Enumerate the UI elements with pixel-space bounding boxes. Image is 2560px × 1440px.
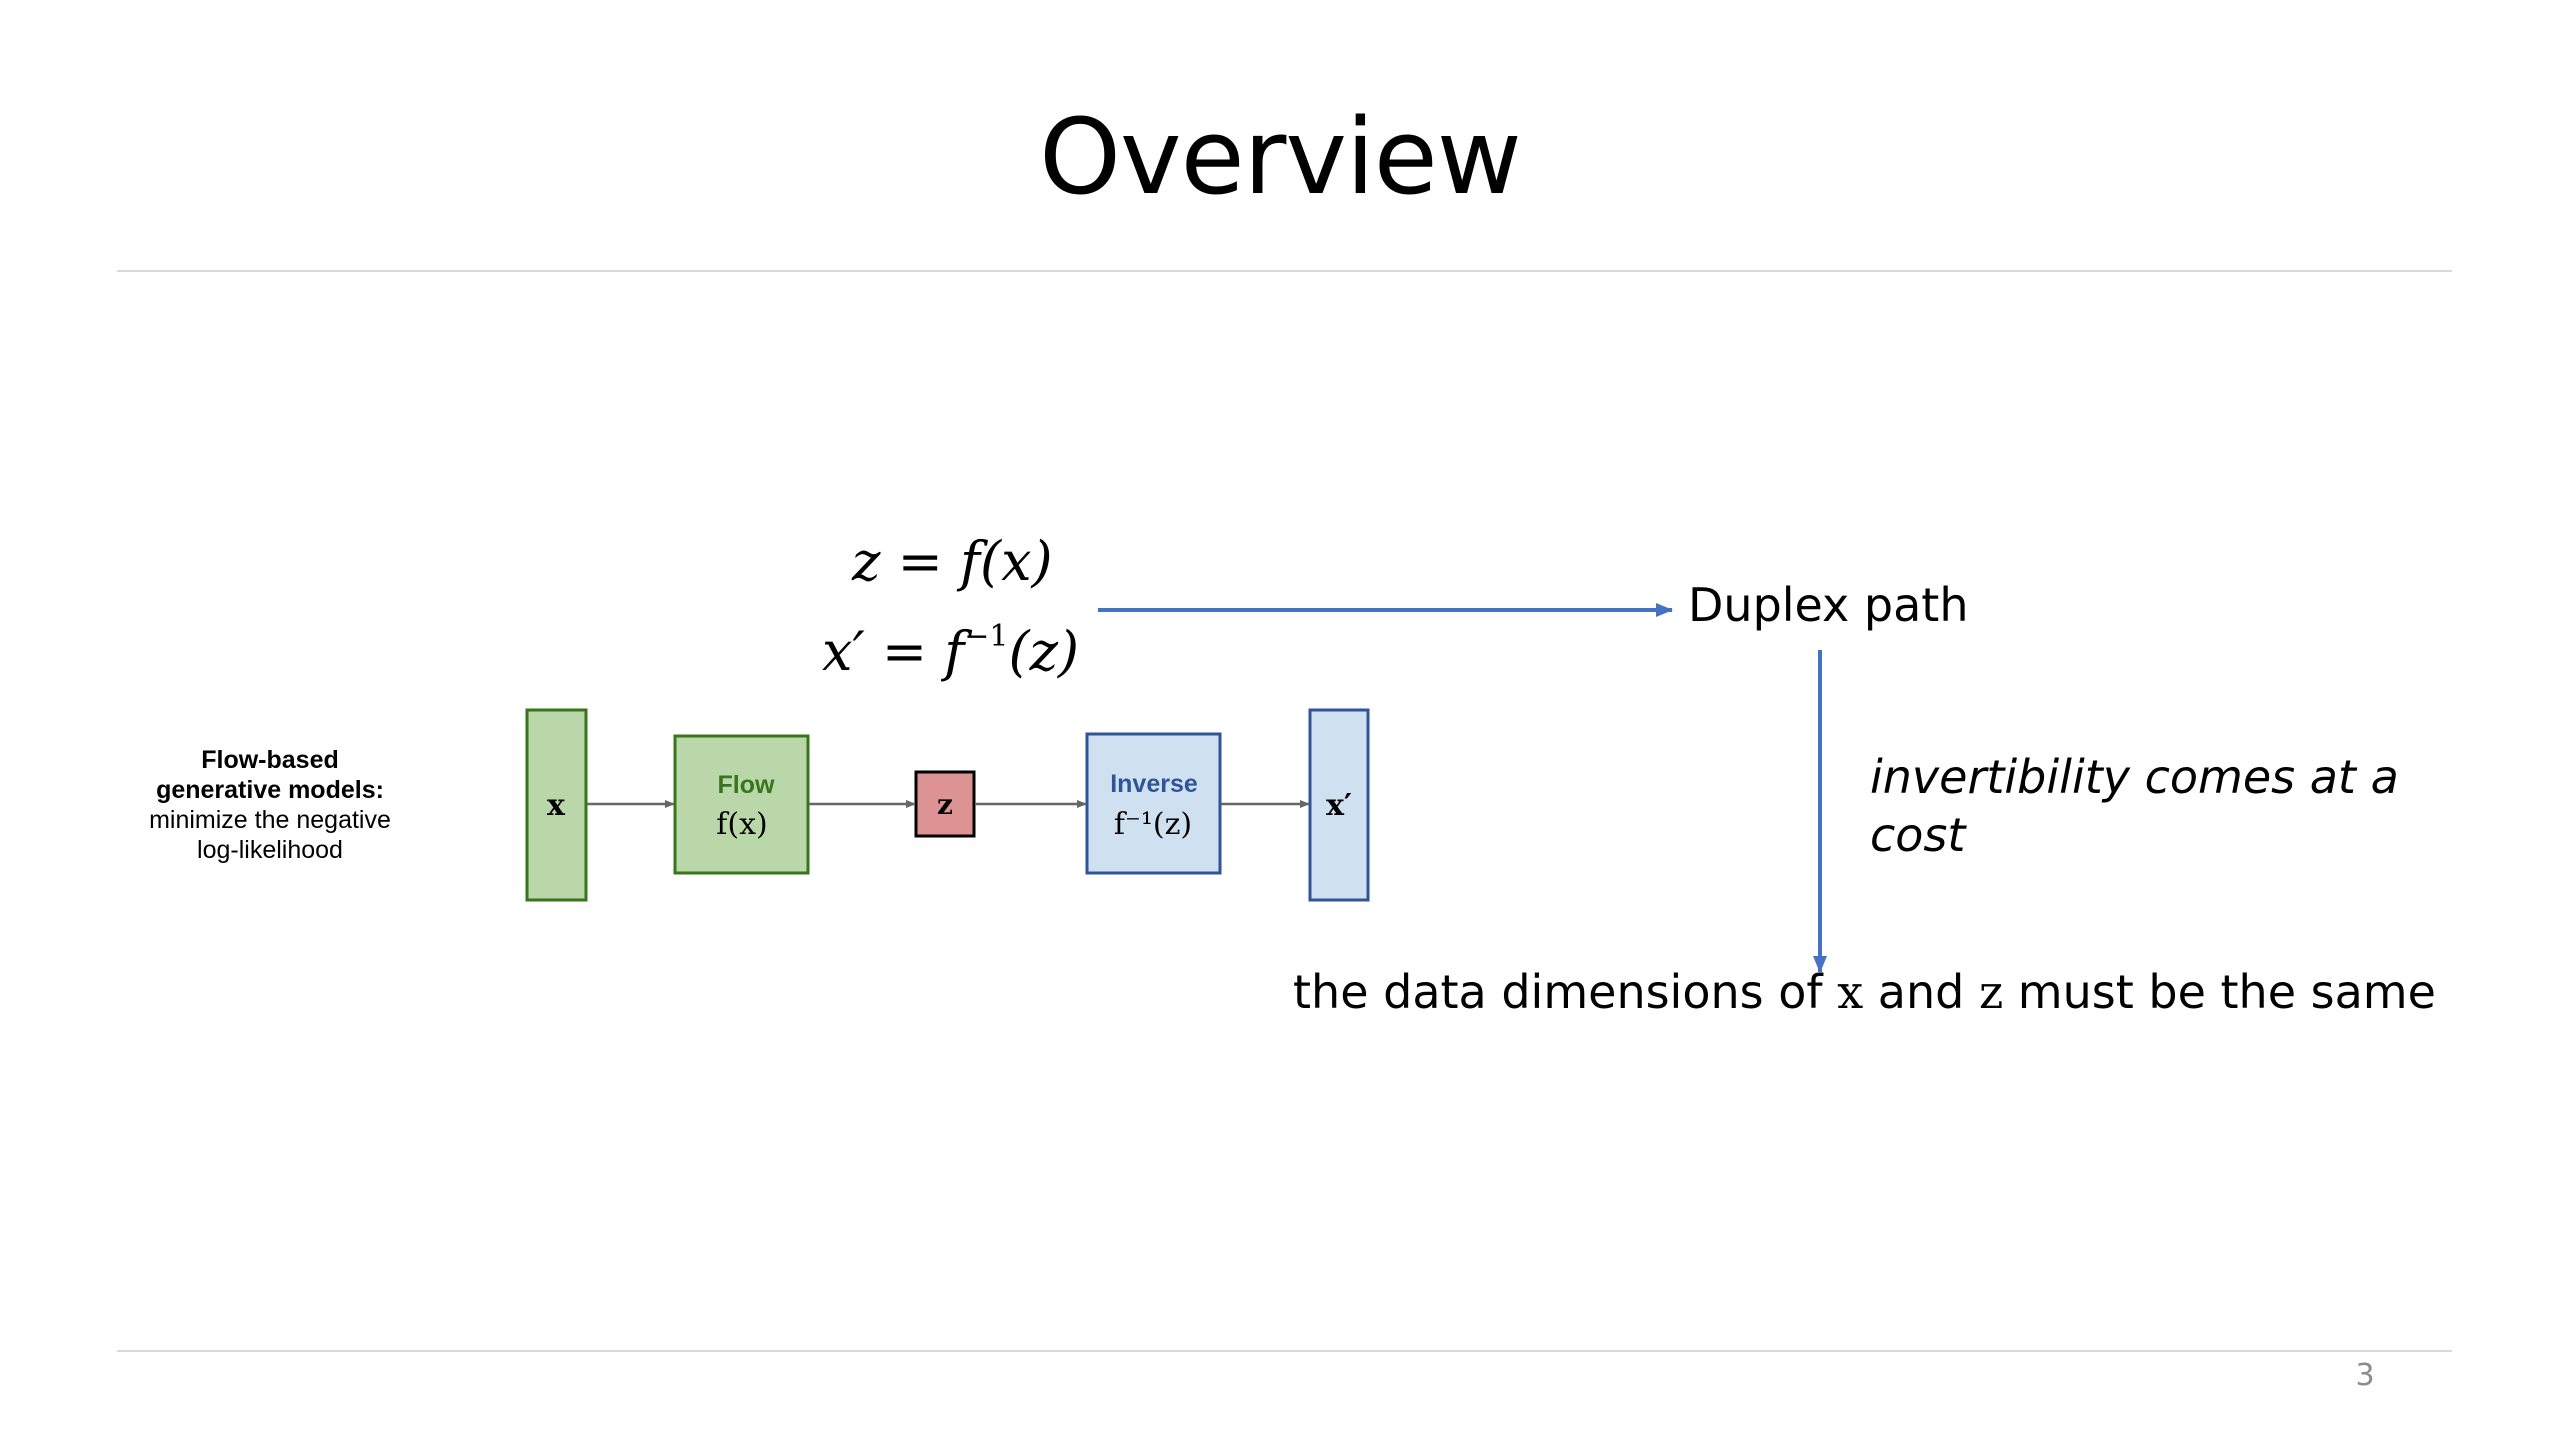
- flow-box-title: Flow: [718, 771, 775, 799]
- footer-divider: [117, 1350, 2452, 1352]
- output-x-prime-label: x′: [1326, 788, 1352, 823]
- caption-bold-line-2: generative models:: [156, 776, 384, 804]
- invertibility-note: invertibility comes at a cost: [1870, 750, 2399, 862]
- duplex-path-label: Duplex path: [1688, 578, 1969, 632]
- inverse-box-title: Inverse: [1110, 770, 1198, 798]
- inverse-box: [1085, 732, 1222, 875]
- inverse-equation-rhs: (z): [1008, 620, 1080, 683]
- dims-suffix: must be the same: [2003, 965, 2436, 1019]
- inverse-box-formula: f⁻¹(z): [1114, 807, 1192, 842]
- caption-line-3: minimize the negative: [149, 806, 391, 834]
- flow-models-caption: Flow-based generative models: minimize t…: [125, 745, 415, 865]
- input-x-label: x: [547, 788, 566, 823]
- flow-box-formula: f(x): [716, 807, 767, 842]
- forward-equation: z = f(x): [852, 530, 1053, 593]
- inverse-equation-exponent: −1: [964, 619, 1009, 654]
- latent-z-label: z: [937, 788, 953, 821]
- flow-box: [673, 734, 810, 875]
- output-x-prime-box: [1308, 708, 1370, 902]
- dims-prefix: the data dimensions of: [1293, 965, 1838, 1019]
- slide-title: Overview: [1039, 96, 1522, 218]
- caption-line-4: log-likelihood: [197, 836, 343, 864]
- title-divider: [117, 270, 2452, 272]
- inverse-equation-lhs: x′ = f: [822, 620, 965, 683]
- caption-bold-line-1: Flow-based: [201, 746, 339, 774]
- dimension-constraint-text: the data dimensions of x and z must be t…: [1293, 965, 2436, 1019]
- dims-middle: and: [1863, 965, 1979, 1019]
- dims-var-z: z: [1978, 965, 2004, 1019]
- page-number: 3: [2355, 1358, 2375, 1393]
- inverse-equation: x′ = f−1(z): [822, 622, 1079, 679]
- dims-var-x: x: [1837, 965, 1864, 1019]
- latent-z-box: [914, 770, 976, 838]
- input-x-box: [525, 708, 588, 902]
